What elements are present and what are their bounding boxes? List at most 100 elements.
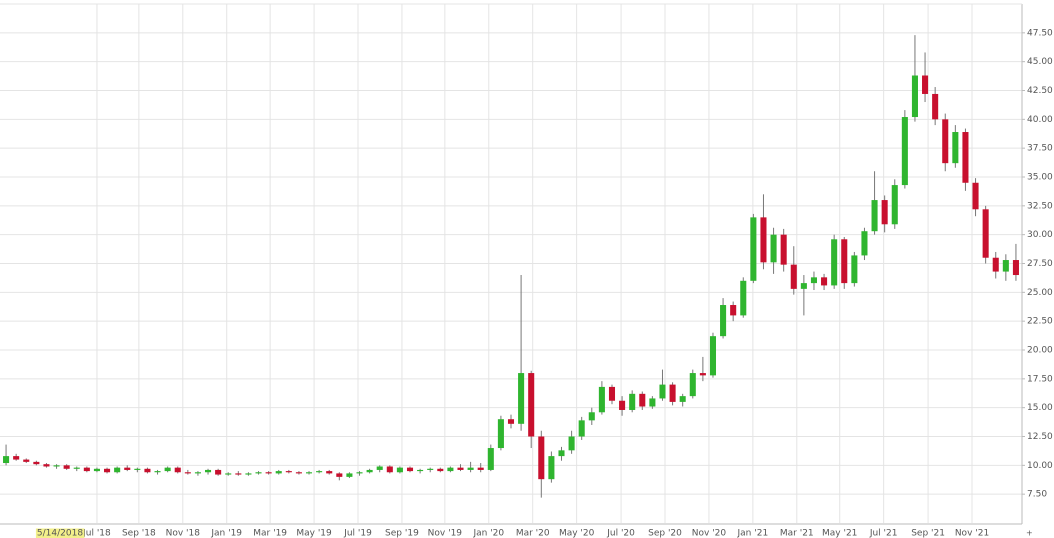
candle-body [770,234,777,263]
y-tick-label: 17.50 [1027,374,1053,384]
candle-body [750,217,757,281]
candle-body [184,472,191,474]
y-tick-label: 37.50 [1027,144,1053,154]
candle-body [740,280,747,316]
x-tick-label: Nov '18 [166,529,201,538]
candle-body [699,373,706,376]
x-tick-label: Sep '21 [911,529,945,538]
x-tick-label: Nov '19 [428,529,463,538]
x-tick-label: Nov '20 [692,529,727,538]
y-tick-label: 47.50 [1027,28,1053,38]
y-tick-label: 10.00 [1027,461,1053,471]
candle-body [447,467,454,472]
x-tick-label: Sep '19 [385,529,419,538]
candle-body [568,436,575,451]
grid [0,4,1022,523]
x-tick-label: Jul '21 [869,529,898,538]
x-tick-label: Jul '19 [343,529,372,538]
candle-body [821,277,828,286]
candle-body [73,467,80,469]
candle-body [588,412,595,421]
candle-body [720,305,727,337]
candle-body [154,471,161,473]
candle-body [800,283,807,289]
candle-body [608,386,616,401]
candle-body [13,456,20,460]
candle-body [225,473,232,475]
candle-body [396,467,403,473]
candle-body [417,469,424,472]
candle-body [810,277,817,284]
candles [3,35,1019,498]
candle-body [639,393,646,407]
y-tick-label: 40.00 [1027,115,1053,125]
y-tick-label: 15.00 [1027,403,1053,413]
candle-body [507,419,515,424]
x-tick-label: Jan '21 [737,529,769,538]
candle-body [3,456,10,464]
y-tick-label: 30.00 [1027,230,1053,240]
candle-body [134,468,141,470]
candle-body [669,384,676,402]
candle-body [376,466,383,470]
candle-body [205,469,212,473]
candle-body [841,239,848,284]
candle-body [709,336,717,376]
candle-body [972,182,979,210]
x-tick-label: May '21 [822,529,857,538]
candle-body [679,396,686,402]
y-tick-label: 27.50 [1027,259,1053,269]
cursor-date: 5/14/2018 [37,529,83,538]
x-tick-label: Mar '20 [516,529,550,538]
candle-body [305,472,313,474]
candle-body [831,239,838,286]
y-tick-label: 32.50 [1027,201,1053,211]
candle-body [891,185,898,225]
x-tick-label: Jul '20 [606,529,635,538]
candle-body [114,467,121,473]
x-tick-label: Mar '21 [780,529,814,538]
y-tick-label: 42.50 [1027,86,1053,96]
candle-body [93,468,100,472]
candle-body [548,456,555,480]
candle-body [598,386,605,413]
nav-mark: + [1026,529,1033,538]
candle-body [124,467,131,470]
candle-body [104,468,111,473]
candle-body [477,467,484,470]
candle-body [518,373,525,424]
candle-body [730,305,737,316]
candle-body [457,467,464,470]
candle-body [215,469,222,475]
candle-body [780,234,787,265]
candle-body [649,398,656,407]
y-tick-label: 35.00 [1027,173,1053,183]
candle-body [83,467,90,472]
candle-body [235,473,242,475]
candle-body [487,448,494,470]
candle-body [43,464,50,467]
candle-body [1012,260,1019,276]
candle-body [33,461,40,465]
candle-body [23,459,30,462]
candle-body [275,471,282,474]
y-tick-label: 7.50 [1027,490,1047,500]
candle-body [386,466,393,473]
x-tick-label: Jan '19 [210,529,242,538]
candle-body [467,467,474,470]
candle-body [245,473,252,475]
candle-body [265,472,272,474]
x-tick-label: Jan '20 [472,529,504,538]
y-tick-label: 45.00 [1027,57,1053,67]
x-tick-label: Sep '20 [648,529,682,538]
cursor-highlight [35,528,85,538]
candle-body [992,257,999,272]
candle-body [427,468,434,470]
x-tick-label: Mar '19 [253,529,287,538]
candle-body [53,465,60,467]
candle-body [285,471,292,473]
candle-body [174,467,181,473]
labels: 7.50 10.00 12.50 15.00 17.50 20.00 22.50 25.00 2… [35,28,1053,538]
